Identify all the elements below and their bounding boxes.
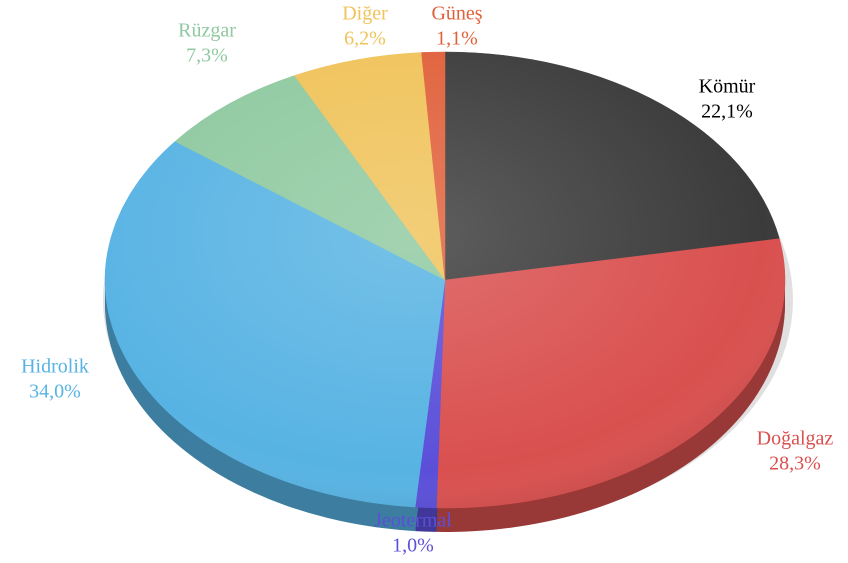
value-label: 22,1% bbox=[701, 101, 753, 123]
value-label: 1,0% bbox=[392, 535, 434, 557]
category-label: Kömür bbox=[699, 76, 756, 98]
value-label: 28,3% bbox=[769, 453, 821, 475]
value-label: 6,2% bbox=[344, 28, 386, 50]
slice bbox=[436, 238, 786, 509]
category-label: Jeotermal bbox=[374, 510, 452, 532]
value-label: 34,0% bbox=[29, 381, 81, 403]
labels: Kömür 22,1% Doğalgaz 28,3% Jeotermal 1,0% Hidr… bbox=[21, 3, 833, 557]
category-label: Rüzgar bbox=[178, 20, 236, 42]
pie-tops bbox=[104, 51, 786, 509]
category-label: Diğer bbox=[342, 3, 388, 25]
value-label: 1,1% bbox=[436, 28, 478, 50]
category-label: Hidrolik bbox=[21, 356, 89, 378]
category-label: Doğalgaz bbox=[757, 428, 834, 450]
value-label: 7,3% bbox=[186, 45, 228, 67]
category-label: Güneş bbox=[431, 3, 482, 25]
